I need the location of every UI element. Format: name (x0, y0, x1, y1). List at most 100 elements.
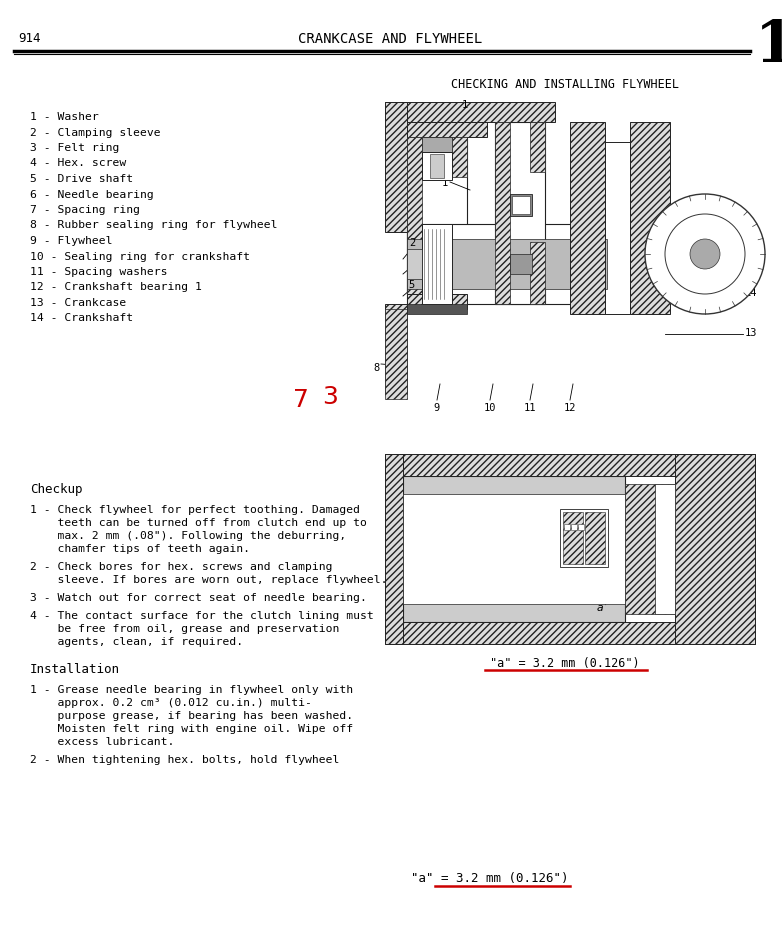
Bar (564, 525, 570, 530)
Bar (530, 123, 545, 172)
Text: "a" = 3.2 mm (0.126"): "a" = 3.2 mm (0.126") (411, 871, 569, 884)
Text: 13 - Crankcase: 13 - Crankcase (30, 298, 126, 308)
Text: Moisten felt ring with engine oil. Wipe off: Moisten felt ring with engine oil. Wipe … (30, 723, 353, 733)
Text: 10 - Sealing ring for crankshaft: 10 - Sealing ring for crankshaft (30, 251, 250, 261)
Bar (630, 123, 670, 314)
Text: 2 - Check bores for hex. screws and clamping: 2 - Check bores for hex. screws and clam… (30, 562, 332, 571)
Bar (560, 510, 608, 567)
Bar (407, 240, 607, 289)
Text: 5: 5 (409, 280, 415, 289)
Text: 2: 2 (409, 237, 415, 248)
Bar (655, 485, 675, 615)
Text: $\mathsf{3}$: $\mathsf{3}$ (322, 385, 338, 409)
Bar (407, 224, 607, 305)
Text: teeth can be turned off from clutch end up to: teeth can be turned off from clutch end … (30, 517, 367, 527)
Circle shape (665, 215, 745, 295)
Text: 7 - Spacing ring: 7 - Spacing ring (30, 205, 140, 215)
Bar (675, 454, 755, 644)
Text: be free from oil, grease and preservation: be free from oil, grease and preservatio… (30, 623, 339, 633)
Bar (385, 454, 403, 644)
Bar (585, 513, 605, 565)
Bar (563, 513, 583, 565)
Bar (530, 243, 545, 305)
Text: 11: 11 (524, 402, 536, 413)
Text: 2 - Clamping sleeve: 2 - Clamping sleeve (30, 127, 160, 137)
Text: 914: 914 (18, 32, 41, 44)
Text: approx. 0.2 cm³ (0.012 cu.in.) multi-: approx. 0.2 cm³ (0.012 cu.in.) multi- (30, 697, 312, 707)
Text: sleeve. If bores are worn out, replace flywheel.: sleeve. If bores are worn out, replace f… (30, 575, 388, 584)
Bar (407, 305, 467, 314)
Bar (407, 249, 422, 280)
Bar (430, 155, 444, 179)
Text: "a" = 3.2 mm (0.126"): "a" = 3.2 mm (0.126") (490, 656, 640, 669)
Bar (407, 138, 422, 295)
Bar (452, 138, 467, 178)
Text: $\mathsf{7}$: $\mathsf{7}$ (292, 387, 308, 412)
Bar (495, 123, 545, 305)
Text: 6: 6 (424, 289, 430, 299)
Text: 8 - Rubber sealing ring for flywheel: 8 - Rubber sealing ring for flywheel (30, 221, 278, 230)
Bar (571, 525, 577, 530)
Bar (375, 95, 765, 435)
Text: 4 - The contact surface for the clutch lining must: 4 - The contact surface for the clutch l… (30, 610, 374, 620)
Text: 1: 1 (442, 178, 448, 188)
Circle shape (645, 195, 765, 314)
Bar (385, 454, 755, 476)
Bar (407, 295, 467, 310)
Text: 3 - Watch out for correct seat of needle bearing.: 3 - Watch out for correct seat of needle… (30, 592, 367, 603)
Bar (385, 103, 555, 123)
Bar (510, 255, 532, 274)
Text: 8: 8 (374, 362, 380, 373)
Bar (422, 153, 452, 181)
Text: 12 - Crankshaft bearing 1: 12 - Crankshaft bearing 1 (30, 282, 202, 292)
Bar (495, 123, 510, 305)
Bar (385, 454, 755, 644)
Text: 14 - Crankshaft: 14 - Crankshaft (30, 313, 133, 324)
Text: 11 - Spacing washers: 11 - Spacing washers (30, 267, 167, 276)
Bar (403, 476, 625, 622)
Text: CHECKING AND INSTALLING FLYWHEEL: CHECKING AND INSTALLING FLYWHEEL (451, 78, 679, 91)
Bar (385, 310, 407, 400)
Text: a: a (597, 603, 604, 613)
Bar (578, 525, 584, 530)
Text: Checkup: Checkup (30, 482, 82, 495)
Text: 13: 13 (745, 327, 758, 337)
Bar (512, 197, 530, 215)
Text: 12: 12 (564, 402, 576, 413)
Text: 9: 9 (434, 402, 440, 413)
Text: excess lubricant.: excess lubricant. (30, 736, 174, 746)
Text: 9 - Flywheel: 9 - Flywheel (30, 235, 113, 246)
Bar (385, 305, 407, 395)
Bar (625, 485, 675, 615)
Bar (403, 494, 625, 604)
Bar (407, 138, 467, 295)
Text: 14: 14 (745, 287, 758, 298)
Text: Installation: Installation (30, 662, 120, 675)
Bar (407, 123, 487, 138)
Bar (385, 103, 407, 233)
Bar (605, 143, 630, 314)
Bar (422, 138, 452, 153)
Circle shape (690, 240, 720, 270)
Text: 10: 10 (484, 402, 497, 413)
Text: 1: 1 (755, 18, 782, 74)
Text: 1 - Washer: 1 - Washer (30, 112, 99, 121)
Text: 3: 3 (409, 258, 415, 268)
Text: CRANKCASE AND FLYWHEEL: CRANKCASE AND FLYWHEEL (298, 32, 482, 46)
Bar (655, 224, 695, 285)
Bar (570, 123, 605, 314)
Text: chamfer tips of teeth again.: chamfer tips of teeth again. (30, 543, 250, 553)
Text: 4 - Hex. screw: 4 - Hex. screw (30, 159, 126, 169)
Text: agents, clean, if required.: agents, clean, if required. (30, 636, 243, 646)
Bar (385, 622, 755, 644)
Text: 4: 4 (427, 248, 433, 258)
Text: max. 2 mm (.08"). Following the deburring,: max. 2 mm (.08"). Following the deburrin… (30, 530, 346, 540)
Text: 5 - Drive shaft: 5 - Drive shaft (30, 174, 133, 184)
Bar (422, 224, 452, 305)
Text: 1 - Check flywheel for perfect toothing. Damaged: 1 - Check flywheel for perfect toothing.… (30, 504, 360, 514)
Text: 2 - When tightening hex. bolts, hold flywheel: 2 - When tightening hex. bolts, hold fly… (30, 755, 339, 764)
Text: 1 - Grease needle bearing in flywheel only with: 1 - Grease needle bearing in flywheel on… (30, 684, 353, 694)
Text: 3 - Felt ring: 3 - Felt ring (30, 143, 120, 153)
Bar (510, 195, 532, 217)
Text: 1: 1 (462, 100, 468, 110)
